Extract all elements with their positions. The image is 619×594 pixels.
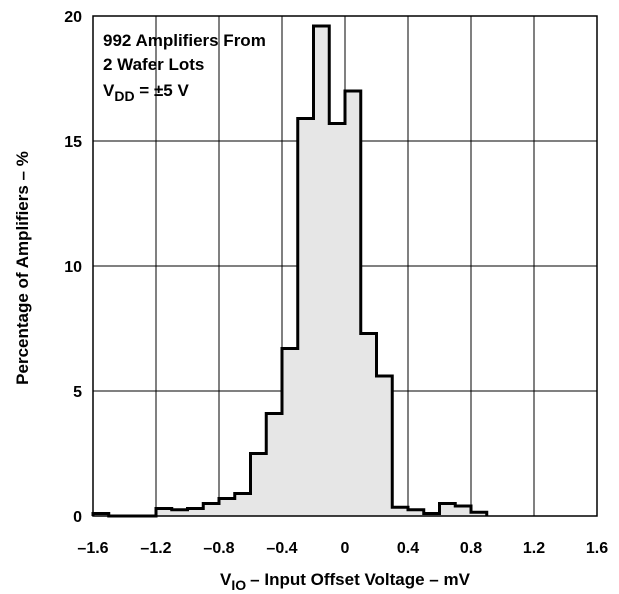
y-tick-label: 15	[64, 134, 82, 151]
histogram-bar	[251, 454, 267, 517]
x-tick-label: 0	[341, 540, 350, 557]
x-tick-label: –0.4	[266, 540, 297, 557]
y-axis-ticks: 0 5 10 15 20	[64, 9, 82, 526]
annotation-line-1: 992 Amplifiers From	[103, 31, 266, 50]
x-tick-label: 0.8	[460, 540, 482, 557]
histogram-bar	[156, 509, 172, 517]
histogram-bar	[392, 507, 408, 516]
histogram-bar	[172, 510, 188, 516]
histogram-bar	[361, 334, 377, 517]
x-tick-label: –1.2	[140, 540, 171, 557]
x-axis-title-text: – Input Offset Voltage – mV	[250, 570, 470, 589]
x-axis-ticks: –1.6 –1.2 –0.8 –0.4 0 0.4 0.8 1.2 1.6	[77, 540, 608, 557]
x-tick-label: –1.6	[77, 540, 108, 557]
annotation-vdd-symbol: V	[103, 81, 115, 100]
histogram-bar	[188, 509, 204, 517]
x-tick-label: 0.4	[397, 540, 419, 557]
x-tick-label: 1.6	[586, 540, 608, 557]
annotation-vdd-value: = ±5 V	[135, 81, 190, 100]
x-tick-label: –0.8	[203, 540, 234, 557]
histogram-bar	[235, 494, 251, 517]
histogram-bar	[314, 26, 330, 516]
x-axis-title: VIO – Input Offset Voltage – mV	[220, 570, 471, 593]
histogram-bar	[455, 506, 471, 516]
y-tick-label: 10	[64, 259, 82, 276]
plot-frame	[92, 15, 598, 517]
annotation-vdd-subscript: DD	[114, 88, 134, 104]
histogram-fill	[93, 26, 487, 516]
annotation-line-3: VDD = ±5 V	[103, 81, 189, 104]
histogram-outline	[91, 24, 489, 518]
x-axis-symbol: V	[220, 570, 232, 589]
y-tick-label: 0	[73, 509, 82, 526]
histogram-bar	[266, 414, 282, 517]
annotation-line-2: 2 Wafer Lots	[103, 55, 204, 74]
histogram-bar	[440, 504, 456, 517]
histogram-bar	[345, 91, 361, 516]
histogram-bar	[377, 376, 393, 516]
x-tick-label: 1.2	[523, 540, 545, 557]
histogram-bar	[329, 124, 345, 517]
histogram-bar	[298, 119, 314, 517]
y-tick-label: 20	[64, 9, 82, 26]
histogram-bar	[282, 349, 298, 517]
histogram-bar	[219, 499, 235, 517]
x-axis-subscript: IO	[231, 577, 246, 593]
y-axis-title: Percentage of Amplifiers – %	[13, 151, 32, 385]
histogram-bar	[408, 510, 424, 516]
y-tick-label: 5	[73, 384, 82, 401]
histogram-bar	[203, 504, 219, 517]
